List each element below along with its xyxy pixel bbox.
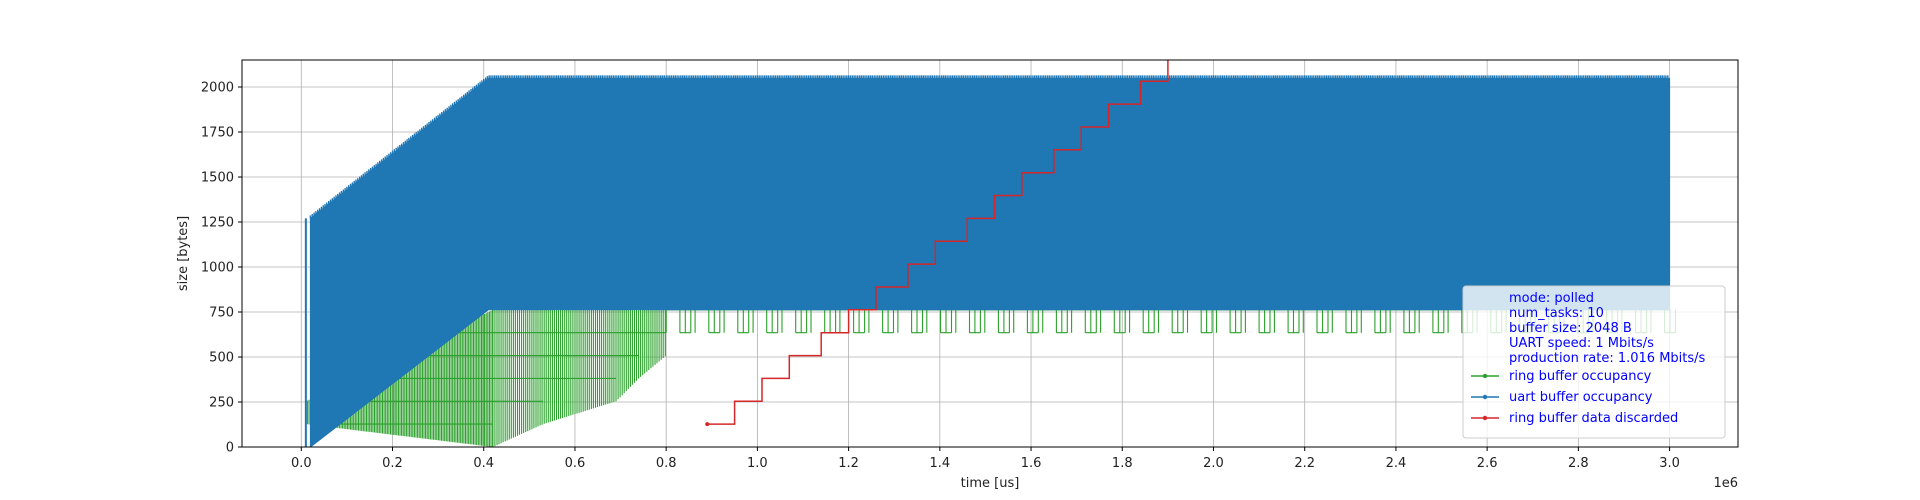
legend-entry: ring buffer data discarded [1509, 411, 1678, 426]
x-tick-label: 0.2 [382, 456, 403, 471]
legend-entry: ring buffer occupancy [1509, 369, 1652, 384]
y-tick-label: 250 [209, 396, 234, 411]
y-tick-label: 2000 [201, 81, 234, 96]
x-axis: 0.0 0.2 0.4 0.6 0.8 1.0 1.2 1.4 1.6 1.8 2.0 2.2 2.4 2… [291, 447, 1680, 471]
legend-box [1462, 285, 1726, 439]
x-tick-label: 2.6 [1477, 456, 1498, 471]
y-tick-label: 0 [226, 441, 234, 456]
x-tick-label: 0.8 [656, 456, 677, 471]
x-tick-label: 3.0 [1659, 456, 1680, 471]
legend-info-line: mode: polled [1509, 291, 1594, 306]
legend-info-line: num_tasks: 10 [1509, 306, 1604, 321]
x-tick-label: 0.0 [291, 456, 312, 471]
legend-swatch-marker [1482, 415, 1488, 421]
y-tick-label: 1000 [201, 261, 234, 276]
x-tick-label: 1.6 [1021, 456, 1042, 471]
x-tick-label: 2.0 [1203, 456, 1224, 471]
y-tick-label: 1750 [201, 126, 234, 141]
legend-info-line: UART speed: 1 Mbits/s [1509, 336, 1654, 351]
legend-entry: uart buffer occupancy [1509, 390, 1653, 405]
x-tick-label: 0.4 [473, 456, 494, 471]
x-axis-label: time [us] [961, 476, 1020, 491]
plot-area [304, 60, 1677, 447]
x-tick-label: 2.2 [1294, 456, 1315, 471]
legend-swatch-marker [1482, 373, 1488, 379]
x-tick-label: 1.2 [838, 456, 859, 471]
y-axis-label: size [bytes] [176, 216, 191, 291]
legend-info-line: buffer size: 2048 B [1509, 321, 1632, 336]
legend-swatch-marker [1482, 394, 1488, 400]
uart-buffer-occupancy-edge [309, 75, 1669, 219]
x-tick-label: 1.4 [929, 456, 950, 471]
x-tick-label: 1.8 [1112, 456, 1133, 471]
y-tick-label: 1500 [201, 171, 234, 186]
x-tick-label: 2.8 [1568, 456, 1589, 471]
y-tick-label: 1250 [201, 216, 234, 231]
axes-frame [241, 59, 1739, 448]
y-tick-label: 750 [209, 306, 234, 321]
x-tick-label: 2.4 [1386, 456, 1407, 471]
x-tick-label: 1.0 [747, 456, 768, 471]
y-axis: 0 250 500 750 1000 1250 1500 1750 2000 [201, 81, 242, 456]
legend-info-line: production rate: 1.016 Mbits/s [1509, 351, 1706, 366]
discarded-start-point [705, 422, 710, 427]
ring-buffer-data-discarded-series [707, 60, 1169, 425]
x-tick-label: 0.6 [565, 456, 586, 471]
y-tick-label: 500 [209, 351, 234, 366]
x-axis-offset-label: 1e6 [1713, 476, 1738, 491]
